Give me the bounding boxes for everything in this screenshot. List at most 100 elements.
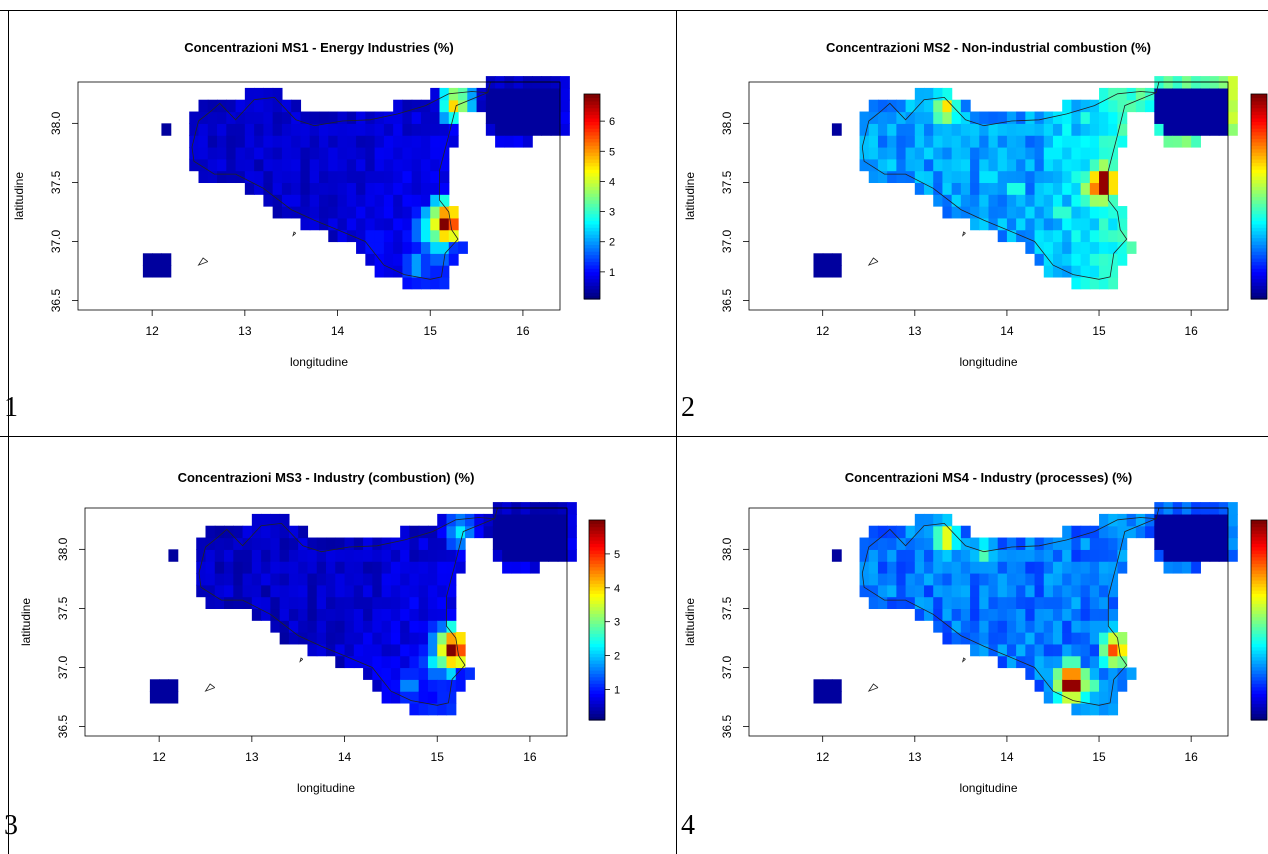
heatmap-cell: [374, 182, 385, 195]
heatmap-cell: [476, 99, 487, 113]
heatmap-cell: [390, 549, 401, 562]
heatmap-cell: [346, 206, 357, 219]
heatmap-cell: [1117, 549, 1128, 562]
heatmap-cell: [1228, 549, 1238, 562]
heatmap-cell: [430, 123, 441, 136]
heatmap-cell: [400, 679, 411, 692]
heatmap-cell: [1089, 194, 1100, 207]
heatmap-cell: [914, 87, 925, 101]
heatmap-cell: [1172, 537, 1183, 550]
heatmap-cell: [560, 123, 570, 136]
heatmap-cell: [1016, 572, 1026, 586]
heatmap-cell: [254, 123, 264, 136]
heatmap-cell: [307, 632, 318, 645]
colorbar-segment: [1251, 676, 1267, 681]
colorbar-segment: [584, 148, 600, 153]
colorbar-segment: [584, 107, 600, 112]
heatmap-cell: [437, 513, 448, 527]
heatmap-cell: [439, 276, 450, 290]
heatmap-cell: [1043, 158, 1054, 172]
heatmap-cell: [960, 537, 971, 550]
heatmap-cell: [960, 111, 971, 124]
colorbar-segment: [1251, 553, 1267, 558]
x-tick-label: 14: [1000, 324, 1014, 338]
colorbar-segment: [589, 670, 605, 674]
heatmap-cell: [1080, 253, 1091, 266]
heatmap-cell: [400, 572, 411, 586]
colorbar-segment: [1251, 683, 1267, 688]
panel-separator: [8, 10, 9, 854]
heatmap-cell: [887, 123, 897, 136]
heatmap-cell: [356, 206, 366, 219]
heatmap-cell: [1108, 513, 1119, 527]
heatmap-cell: [1025, 608, 1036, 621]
colorbar-tick-label: 3: [609, 207, 615, 219]
heatmap-cell: [1006, 182, 1017, 195]
x-tick-label: 13: [908, 324, 922, 338]
heatmap-cell: [279, 549, 290, 562]
colorbar-segment: [1251, 586, 1267, 591]
heatmap-cell: [1172, 525, 1183, 539]
colorbar-segment: [1251, 556, 1267, 561]
colorbar-segment: [1251, 258, 1267, 263]
heatmap-cell: [446, 525, 457, 539]
heatmap-cell: [1154, 549, 1165, 562]
heatmap-cell: [409, 702, 420, 716]
heatmap-cell: [356, 123, 366, 136]
heatmap-cell: [446, 608, 457, 621]
heatmap-cell: [372, 632, 383, 645]
heatmap-cell: [272, 123, 283, 136]
colorbar-segment: [1251, 543, 1267, 548]
heatmap-cell: [374, 158, 385, 172]
heatmap-cell: [1099, 265, 1109, 278]
colorbar-segment: [584, 193, 600, 198]
heatmap-cell: [1043, 217, 1054, 231]
heatmap-cell: [550, 123, 561, 136]
heatmap-cell: [309, 111, 320, 124]
coastline-island: [292, 231, 297, 237]
colorbar-segment: [589, 676, 605, 681]
heatmap-cell: [1062, 194, 1073, 207]
heatmap-cell: [365, 111, 376, 124]
heatmap-cell: [353, 537, 364, 550]
colorbar-segment: [584, 230, 600, 235]
heatmap-cell: [485, 87, 496, 101]
y-axis-label: latitudine: [19, 598, 33, 646]
heatmap-cell: [997, 608, 1008, 621]
heatmap-cell: [1052, 596, 1063, 610]
heatmap-cell: [933, 194, 944, 207]
heatmap-cell: [1080, 620, 1091, 633]
heatmap-cell: [1034, 655, 1045, 669]
heatmap-cell: [1071, 572, 1082, 586]
heatmap-cell: [1089, 537, 1100, 550]
heatmap-cell: [1163, 525, 1174, 539]
heatmap-cell: [924, 561, 934, 574]
heatmap-cell: [1006, 229, 1017, 243]
heatmap-cell: [244, 111, 255, 124]
heatmap-cell: [1228, 76, 1238, 89]
heatmap-cell: [1016, 217, 1026, 231]
heatmap-cell: [970, 170, 980, 184]
x-tick-label: 14: [331, 324, 345, 338]
heatmap-cell: [1006, 596, 1017, 610]
colorbar-segment: [589, 640, 605, 644]
colorbar-segment: [589, 600, 605, 604]
heatmap-cell: [951, 537, 962, 550]
heatmap-cell: [933, 596, 944, 610]
heatmap-cell: [455, 632, 466, 645]
heatmap-cell: [1080, 584, 1091, 598]
heatmap-cell: [281, 158, 292, 172]
x-tick-label: 13: [238, 324, 252, 338]
heatmap-cell: [1089, 158, 1100, 172]
heatmap-cell: [1108, 170, 1119, 184]
heatmap-cell: [485, 99, 496, 113]
heatmap-cell: [383, 206, 394, 219]
heatmap-cell: [455, 549, 466, 562]
heatmap-cell: [942, 525, 953, 539]
heatmap-cell: [1172, 135, 1183, 148]
heatmap-cell: [522, 135, 533, 148]
heatmap-cell: [1034, 596, 1045, 610]
heatmap-cell: [1218, 513, 1229, 527]
heatmap-cell: [224, 596, 234, 610]
heatmap-cell: [1117, 217, 1128, 231]
